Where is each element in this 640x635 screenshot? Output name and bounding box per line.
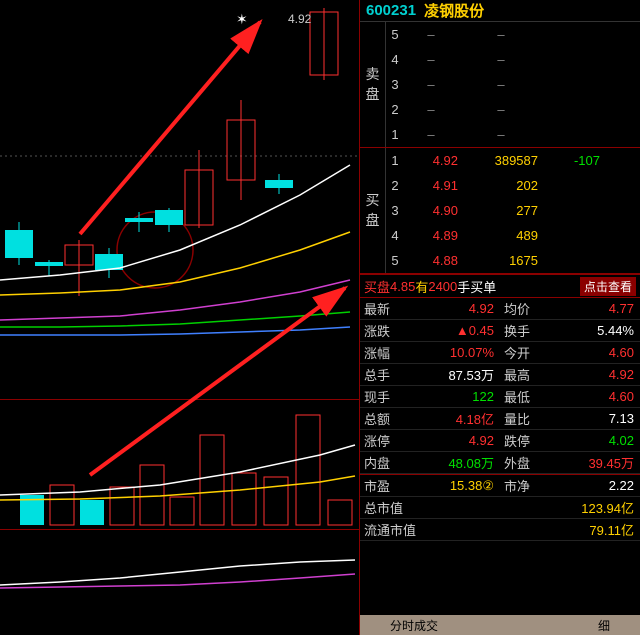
price-tag: 4.92 (288, 12, 311, 26)
stat-value: 122 (422, 386, 500, 408)
stat-value: 4.18亿 (422, 408, 500, 430)
stat-label: 内盘 (360, 452, 422, 474)
buy-row[interactable]: 44.89489 (386, 223, 640, 248)
stat-label: 今开 (500, 342, 552, 364)
stat-value (422, 519, 500, 541)
candlestick-chart[interactable]: ✶ 4.92 (0, 0, 359, 400)
sell-section: 卖 盘 5––4––3––2––1–– (360, 22, 640, 148)
stat-label: 均价 (500, 298, 552, 320)
orderbook: 卖 盘 5––4––3––2––1–– 买 盘 14.92389587-1072… (360, 22, 640, 274)
stat-value: 4.77 (552, 298, 640, 320)
stat-value: 5.44% (552, 320, 640, 342)
stat-value: 2.22 (552, 475, 640, 497)
stat-value: 4.92 (552, 364, 640, 386)
stats-grid: 最新4.92均价4.77涨跌▲0.45换手5.44%涨幅10.07%今开4.60… (360, 298, 640, 474)
stat-label: 总市值 (360, 497, 422, 519)
tab-tick[interactable]: 分时成交 (360, 617, 468, 634)
buy-row[interactable]: 14.92389587-107 (386, 148, 640, 173)
stat-label: 总额 (360, 408, 422, 430)
buy-label: 买 盘 (360, 148, 386, 273)
stat-label: 现手 (360, 386, 422, 408)
stat-label: 量比 (500, 408, 552, 430)
stock-code[interactable]: 600231 (366, 2, 416, 19)
stat-label: 涨幅 (360, 342, 422, 364)
sell-row[interactable]: 5–– (386, 22, 640, 47)
stat-value (422, 497, 500, 519)
sell-row[interactable]: 2–– (386, 97, 640, 122)
stat-label: 换手 (500, 320, 552, 342)
stat-label: 涨跌 (360, 320, 422, 342)
buy-row[interactable]: 54.881675 (386, 248, 640, 273)
stat-value: 4.02 (552, 430, 640, 452)
stat-value: 4.60 (552, 342, 640, 364)
buy-row[interactable]: 34.90277 (386, 198, 640, 223)
stat-value: 123.94亿 (552, 497, 640, 519)
tab-detail[interactable]: 细 (568, 617, 640, 634)
stat-value: 15.38② (422, 475, 500, 497)
stat-label (500, 519, 552, 541)
volume-chart[interactable] (0, 400, 359, 530)
stats-grid-2: 市盈15.38②市净2.22 总市值 123.94亿流通市值 79.11亿 (360, 475, 640, 541)
bottom-tabs: 分时成交 细 (360, 615, 640, 635)
stat-label: 市净 (500, 475, 552, 497)
ticker-bar: 买盘 4.85 有 2400 手买单 点击查看 (360, 274, 640, 298)
stat-label: 流通市值 (360, 519, 422, 541)
stat-value: 87.53万 (422, 364, 500, 386)
sell-row[interactable]: 4–– (386, 47, 640, 72)
stat-value: 4.60 (552, 386, 640, 408)
stat-label: 最低 (500, 386, 552, 408)
stat-label: 最新 (360, 298, 422, 320)
stat-label: 市盈 (360, 475, 422, 497)
buy-row[interactable]: 24.91202 (386, 173, 640, 198)
stat-value: 79.11亿 (552, 519, 640, 541)
stock-name[interactable]: 凌钢股份 (424, 0, 484, 21)
stock-header: 600231 凌钢股份 (360, 0, 640, 22)
buy-section: 买 盘 14.92389587-10724.9120234.9027744.89… (360, 148, 640, 274)
stat-value: 7.13 (552, 408, 640, 430)
stat-value: 39.45万 (552, 452, 640, 474)
view-detail-button[interactable]: 点击查看 (580, 277, 636, 296)
stat-label: 总手 (360, 364, 422, 386)
stat-label: 外盘 (500, 452, 552, 474)
stat-value: 4.92 (422, 430, 500, 452)
stat-value: 4.92 (422, 298, 500, 320)
stat-label: 最高 (500, 364, 552, 386)
stat-value: 48.08万 (422, 452, 500, 474)
stat-label: 跌停 (500, 430, 552, 452)
stat-label: 涨停 (360, 430, 422, 452)
sell-row[interactable]: 3–– (386, 72, 640, 97)
stat-label (500, 497, 552, 519)
sell-row[interactable]: 1–– (386, 122, 640, 147)
indicator-chart[interactable] (0, 530, 359, 615)
stat-value: 10.07% (422, 342, 500, 364)
chart-panel: ✶ 4.92 (0, 0, 360, 635)
stat-value: ▲0.45 (422, 320, 500, 342)
quote-panel: 600231 凌钢股份 卖 盘 5––4––3––2––1–– 买 盘 14.9… (360, 0, 640, 635)
sell-label: 卖 盘 (360, 22, 386, 147)
star-marker: ✶ (236, 11, 248, 28)
